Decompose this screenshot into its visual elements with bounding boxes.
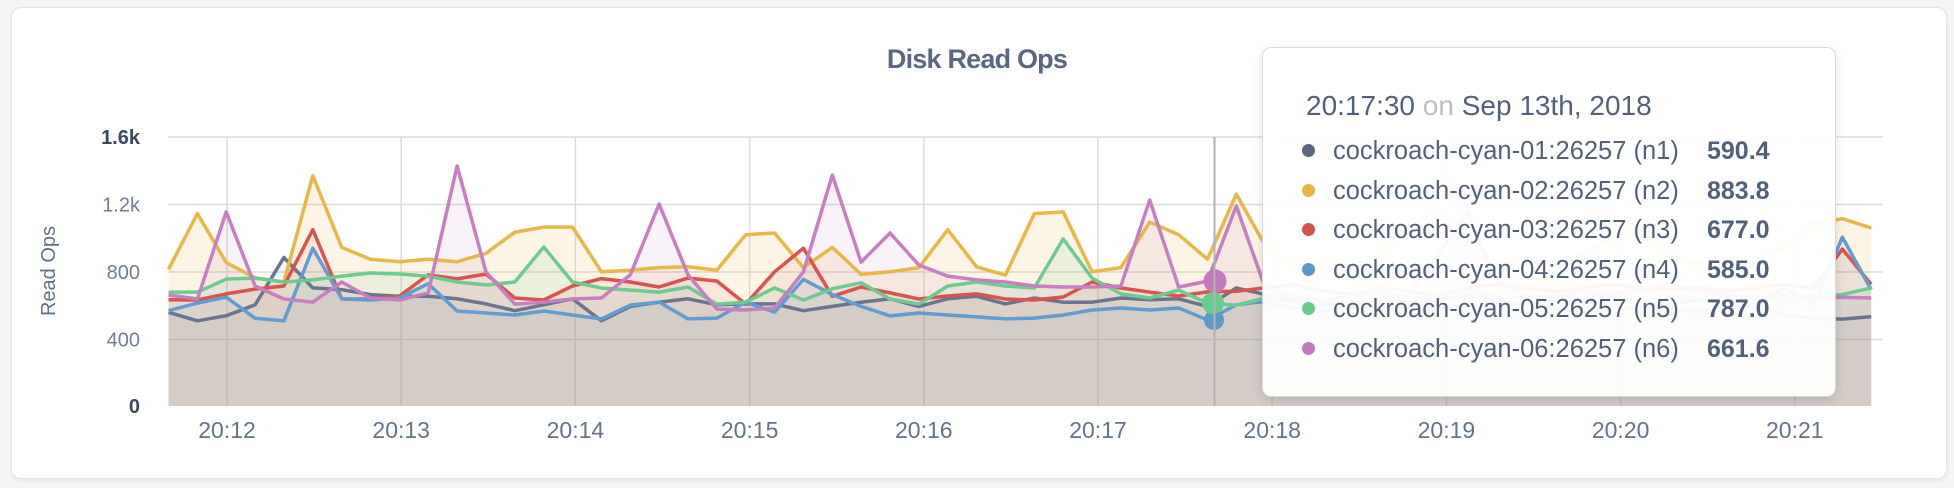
svg-text:20:14: 20:14 [547,417,605,443]
svg-text:20:19: 20:19 [1418,417,1476,443]
svg-text:20:13: 20:13 [372,417,430,443]
svg-text:20:15: 20:15 [721,417,779,443]
svg-text:20:21: 20:21 [1766,417,1824,443]
svg-text:20:16: 20:16 [895,417,953,443]
svg-text:20:18: 20:18 [1243,417,1301,443]
svg-text:400: 400 [107,330,140,352]
svg-text:1.6k: 1.6k [101,127,141,149]
svg-text:800: 800 [107,262,140,284]
svg-text:0: 0 [129,396,140,418]
svg-text:1.2k: 1.2k [102,195,141,217]
svg-text:20:17: 20:17 [1069,417,1127,443]
svg-text:20:12: 20:12 [198,417,256,443]
svg-text:20:20: 20:20 [1592,417,1650,443]
svg-text:Read Ops: Read Ops [38,226,60,316]
